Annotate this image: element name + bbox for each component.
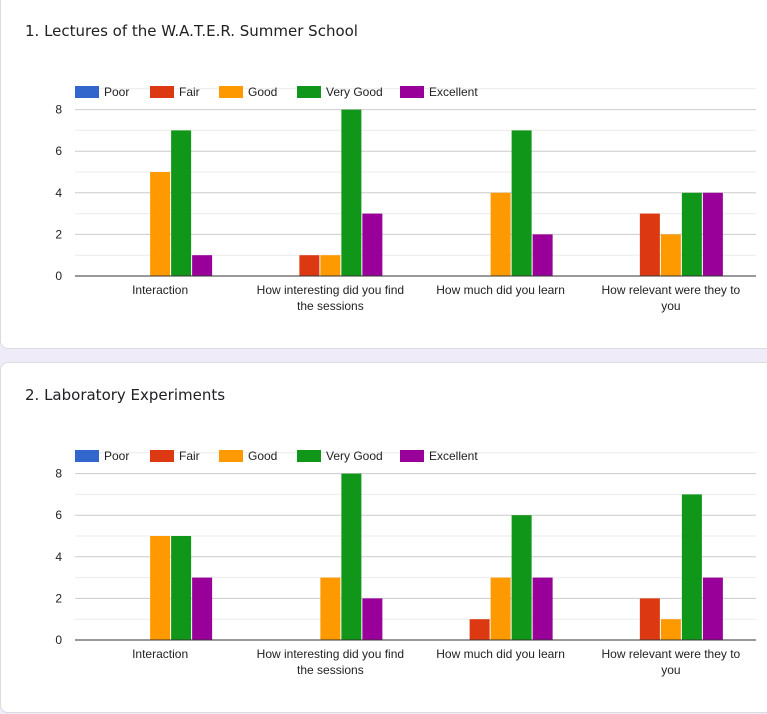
bar-good[interactable] (320, 577, 341, 640)
bar-excellent[interactable] (702, 577, 723, 640)
legend-item-poor[interactable]: Poor (75, 449, 129, 463)
bar-excellent[interactable] (532, 577, 553, 640)
legend-swatch (219, 450, 243, 462)
y-tick-label: 2 (55, 227, 62, 241)
legend-swatch (75, 450, 99, 462)
bar-good[interactable] (660, 619, 681, 640)
bar-chart-lab-experiments: 0 2 4 6 8 Interaction How interesting did you … (55, 449, 756, 677)
legend-swatch (297, 450, 321, 462)
x-category-label: How interesting did you find (257, 283, 404, 297)
x-category-label: Interaction (132, 283, 188, 297)
bar-very-good[interactable] (681, 494, 702, 640)
legend-item-very-good[interactable]: Very Good (297, 85, 383, 99)
bar-fair[interactable] (639, 213, 660, 276)
x-category-label: the sessions (297, 663, 364, 677)
legend-swatch (75, 86, 99, 98)
y-tick-label: 0 (55, 633, 62, 647)
question-title: 1. Lectures of the W.A.T.E.R. Summer Sch… (25, 22, 358, 40)
x-category-label: How much did you learn (436, 283, 565, 297)
bar-excellent[interactable] (192, 255, 213, 276)
x-category-label: the sessions (297, 299, 364, 313)
bar-very-good[interactable] (511, 515, 532, 640)
legend-label: Very Good (326, 449, 383, 463)
bar-good[interactable] (320, 255, 341, 276)
legend-item-excellent[interactable]: Excellent (400, 449, 478, 463)
legend-swatch (297, 86, 321, 98)
legend-label: Fair (179, 449, 200, 463)
bar-very-good[interactable] (341, 473, 362, 640)
x-category-label: Interaction (132, 647, 188, 661)
legend-item-poor[interactable]: Poor (75, 85, 129, 99)
bar-good[interactable] (150, 172, 171, 276)
bar-very-good[interactable] (171, 130, 192, 276)
bar-good[interactable] (150, 536, 171, 640)
legend-item-fair[interactable]: Fair (150, 85, 200, 99)
bar-very-good[interactable] (511, 130, 532, 276)
x-category-label: you (661, 663, 680, 677)
y-tick-label: 4 (55, 186, 62, 200)
legend-item-excellent[interactable]: Excellent (400, 85, 478, 99)
legend-item-good[interactable]: Good (219, 85, 277, 99)
legend-swatch (219, 86, 243, 98)
y-tick-label: 6 (55, 144, 62, 158)
legend-label: Fair (179, 85, 200, 99)
legend-label: Excellent (429, 449, 478, 463)
bar-fair[interactable] (639, 598, 660, 640)
y-tick-label: 8 (55, 467, 62, 481)
legend-item-fair[interactable]: Fair (150, 449, 200, 463)
legend-label: Very Good (326, 85, 383, 99)
bar-excellent[interactable] (192, 577, 213, 640)
y-tick-label: 2 (55, 591, 62, 605)
legend-swatch (150, 450, 174, 462)
legend-label: Good (248, 85, 277, 99)
legend-label: Poor (104, 85, 129, 99)
bar-very-good[interactable] (171, 536, 192, 640)
bar-very-good[interactable] (681, 192, 702, 276)
legend-label: Excellent (429, 85, 478, 99)
x-category-label: How interesting did you find (257, 647, 404, 661)
x-category-label: How much did you learn (436, 647, 565, 661)
x-category-label: How relevant were they to (602, 283, 741, 297)
bar-excellent[interactable] (532, 234, 553, 276)
y-tick-label: 6 (55, 508, 62, 522)
bar-fair[interactable] (469, 619, 490, 640)
bar-excellent[interactable] (362, 598, 383, 640)
question-title: 2. Laboratory Experiments (25, 386, 226, 404)
bar-excellent[interactable] (362, 213, 383, 276)
bar-good[interactable] (660, 234, 681, 276)
legend-swatch (150, 86, 174, 98)
bar-very-good[interactable] (341, 109, 362, 276)
legend-label: Good (248, 449, 277, 463)
bar-good[interactable] (490, 192, 511, 276)
question-card-lab-experiments: 2. Laboratory Experiments 0 2 4 6 8 Interacti… (0, 362, 767, 713)
y-tick-label: 8 (55, 103, 62, 117)
legend-label: Poor (104, 449, 129, 463)
y-tick-label: 0 (55, 269, 62, 283)
x-category-label: How relevant were they to (602, 647, 741, 661)
legend-swatch (400, 450, 424, 462)
y-tick-label: 4 (55, 550, 62, 564)
legend-item-very-good[interactable]: Very Good (297, 449, 383, 463)
x-category-label: you (661, 299, 680, 313)
legend-swatch (400, 86, 424, 98)
legend-item-good[interactable]: Good (219, 449, 277, 463)
bar-chart-lectures: 0 2 4 6 8 Interaction How interesting did you … (55, 85, 756, 313)
bar-excellent[interactable] (702, 192, 723, 276)
bar-fair[interactable] (299, 255, 320, 276)
bar-good[interactable] (490, 577, 511, 640)
question-card-lectures: 1. Lectures of the W.A.T.E.R. Summer Sch… (0, 0, 767, 349)
